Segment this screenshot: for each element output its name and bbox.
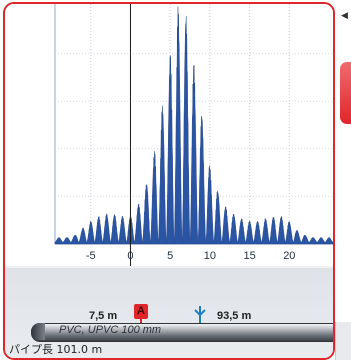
marker-a-badge[interactable]: A: [134, 304, 148, 319]
pipe-strip: [5, 268, 333, 358]
x-tick-label: -5: [85, 250, 96, 262]
correlation-series-area: [54, 6, 333, 245]
x-tick-label: 5: [167, 250, 174, 262]
correlation-panel: -5 0 5 10 15 20 7,5 m A 93,5 m PVC, UPVC 100 …: [3, 2, 335, 360]
x-tick-label: 0: [127, 250, 134, 262]
sensor-distance: 93,5 m: [217, 310, 252, 322]
side-tab-red[interactable]: [340, 62, 351, 124]
correlation-plot-area: -5 0 5 10 15 20: [5, 4, 333, 266]
x-tick-label: 15: [243, 250, 256, 262]
pipe-material-label: PVC, UPVC 100 mm: [59, 324, 162, 336]
x-tick-label: 10: [203, 250, 216, 262]
correlation-chart[interactable]: [5, 4, 333, 266]
pipe-length-label: パイプ長 101.0 m: [9, 343, 103, 356]
pipe-end-cap: [31, 323, 45, 340]
side-tab-grey[interactable]: [335, 322, 351, 360]
x-tick-label: 20: [283, 250, 296, 262]
marker-a-distance: 7,5 m: [89, 310, 118, 322]
collapse-arrow-icon[interactable]: ◀: [341, 10, 348, 20]
